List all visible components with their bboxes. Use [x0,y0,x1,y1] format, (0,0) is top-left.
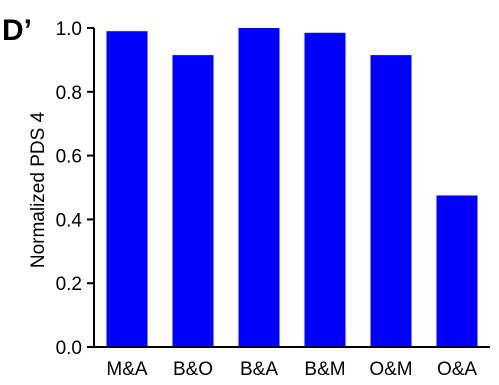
x-tick-label: O&M [369,359,412,380]
x-axis-ticks: M&A B&O B&A B&M O&M O&A [106,359,477,380]
bar-b-and-o [172,55,214,348]
y-tick-label: 0.0 [56,338,82,359]
y-tick-label: 0.4 [56,210,83,231]
y-tick-label: 0.2 [56,274,82,295]
x-tick-label: B&A [240,359,278,380]
bar-b-and-a [238,28,280,347]
x-tick-label: B&M [304,359,345,380]
x-tick-label: M&A [106,359,148,380]
bar-o-and-a [436,195,478,347]
panel-label: D’ [2,14,32,47]
y-tick-label: 0.8 [56,83,82,104]
y-tick-label: 1.0 [56,19,82,40]
y-axis-ticks: 0.0 0.2 0.4 0.6 0.8 1.0 [56,19,94,359]
bar-b-and-m [304,32,346,347]
y-tick-label: 0.6 [56,147,82,168]
y-axis-title: Normalized PDS 4 [28,111,49,268]
bar-o-and-m [370,55,412,348]
bars-layer [106,28,478,348]
bar-m-and-a [106,31,148,347]
x-tick-label: O&A [437,359,477,380]
x-tick-label: B&O [173,359,213,380]
